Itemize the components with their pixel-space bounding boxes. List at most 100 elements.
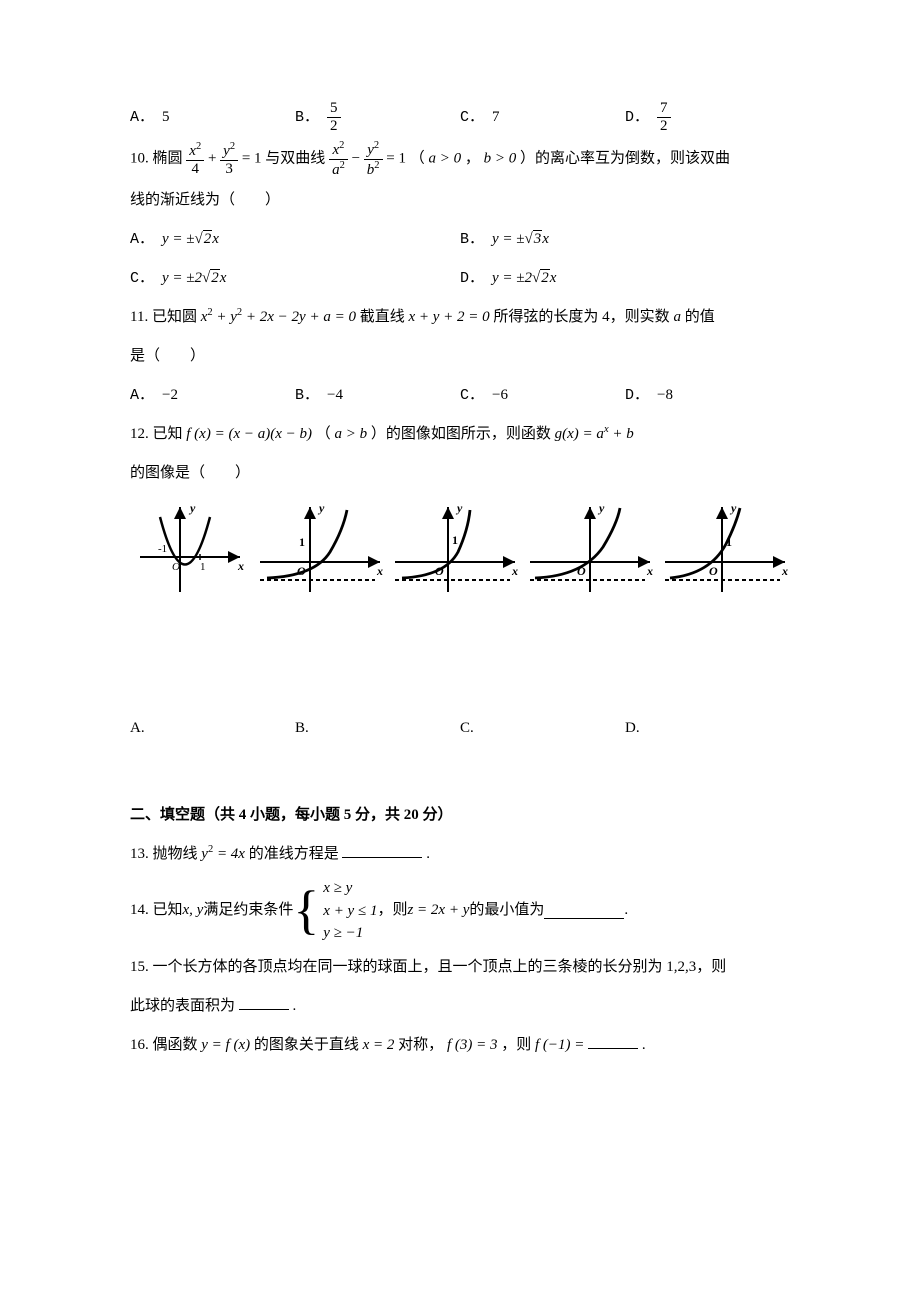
q10-stem-tail: 线的渐近线为（ ） (130, 184, 790, 217)
text: 此球的表面积为 (130, 998, 235, 1014)
text: 10. 椭圆 (130, 150, 183, 166)
svg-text:1: 1 (299, 535, 305, 549)
plus: + (208, 150, 220, 166)
graph-option-b: y x 1 O (390, 502, 520, 602)
equation: x = 2 (363, 1037, 395, 1053)
text: 对称， (398, 1037, 443, 1053)
option-label: C． (460, 379, 484, 412)
q10-option-c: C． y = ±22x (130, 262, 460, 295)
equation: x + y + 2 = 0 (408, 309, 489, 325)
option-label: A． (130, 101, 154, 134)
q13: 13. 抛物线 y2 = 4x 的准线方程是 . (130, 838, 790, 871)
period: . (642, 1037, 646, 1053)
q11-stem-tail: 是（ ） (130, 340, 790, 373)
q12-label-d: D. (625, 712, 790, 745)
period: . (624, 894, 628, 927)
option-value: −6 (492, 379, 508, 412)
fraction: 7 2 (657, 100, 671, 134)
text: ）的离心率互为倒数，则该双曲 (520, 150, 730, 166)
cond: a > b (335, 426, 368, 442)
option-label: D． (625, 101, 649, 134)
q12-label-a: A. (130, 712, 295, 745)
option-label: B． (295, 379, 319, 412)
option-value: y = ±22x (492, 262, 556, 295)
equation: f (x) = (x − a)(x − b) (186, 426, 312, 442)
q10-options-row1: A． y = ±2x B． y = ±3x (130, 223, 790, 256)
fill-blank (544, 903, 624, 919)
eq: = 1 (386, 150, 409, 166)
option-value: −8 (657, 379, 673, 412)
text: 满足约束条件 (203, 894, 293, 927)
text: 截直线 (360, 309, 405, 325)
q12-graphs: y x -1 1 O y x 1 O y x 1 O (130, 502, 790, 602)
q14: 14. 已知 x, y 满足约束条件 { x ≥ y x + y ≤ 1 y ≥… (130, 877, 790, 945)
brace-system: { x ≥ y x + y ≤ 1 y ≥ −1 (293, 877, 377, 945)
svg-text:O: O (172, 561, 180, 573)
option-value: y = ±2x (162, 223, 219, 256)
q9-option-c: C． 7 (460, 100, 625, 134)
text: ，则 (377, 894, 407, 927)
q9-option-d: D． 7 2 (625, 100, 790, 134)
svg-text:y: y (597, 502, 605, 515)
svg-text:1: 1 (200, 561, 206, 573)
q9-option-a: A． 5 (130, 100, 295, 134)
q12-label-c: C. (460, 712, 625, 745)
cond: b > 0 (484, 150, 517, 166)
option-value: 5 (162, 101, 170, 134)
option-label: D． (460, 262, 484, 295)
fraction: y2 3 (220, 141, 238, 177)
text: 的准线方程是 (249, 846, 339, 862)
var: a (673, 309, 681, 325)
svg-text:-1: -1 (158, 543, 167, 555)
graph-option-a: y x 1 O (255, 502, 385, 602)
option-label: C． (130, 262, 154, 295)
q10-option-a: A． y = ±2x (130, 223, 460, 256)
fraction: x2 a2 (329, 140, 348, 178)
svg-text:1: 1 (726, 535, 732, 549)
q11-option-a: A． −2 (130, 379, 295, 412)
text: ， (465, 150, 480, 166)
option-value: −2 (162, 379, 178, 412)
option-value: y = ±3x (492, 223, 549, 256)
equation: y = f (x) (201, 1037, 250, 1053)
option-label: B． (295, 101, 319, 134)
svg-text:y: y (729, 502, 737, 515)
svg-text:x: x (646, 564, 653, 578)
q16: 16. 偶函数 y = f (x) 的图象关于直线 x = 2 对称， f (3… (130, 1029, 790, 1062)
svg-text:O: O (709, 564, 718, 578)
svg-text:O: O (435, 564, 444, 578)
fill-blank (239, 994, 289, 1010)
q11-options: A． −2 B． −4 C． −6 D． −8 (130, 379, 790, 412)
text: 11. 已知圆 (130, 309, 197, 325)
equation: f (3) = 3 (447, 1037, 498, 1053)
q15-line1: 15. 一个长方体的各顶点均在同一球的球面上，且一个顶点上的三条棱的长分别为 1… (130, 951, 790, 984)
option-value: −4 (327, 379, 343, 412)
text: （ (410, 150, 425, 166)
equation: x2 + y2 + 2x − 2y + a = 0 (201, 309, 356, 325)
q9-option-b: B． 5 2 (295, 100, 460, 134)
option-label: A． (130, 223, 154, 256)
svg-text:y: y (188, 502, 196, 515)
text: ，则 (501, 1037, 531, 1053)
equation: f (−1) = (535, 1037, 584, 1053)
q11-option-b: B． −4 (295, 379, 460, 412)
equation: z = 2x + y (407, 894, 469, 927)
q10-option-b: B． y = ±3x (460, 223, 790, 256)
text: 与双曲线 (265, 150, 325, 166)
q11-option-d: D． −8 (625, 379, 790, 412)
q12-option-labels: A. B. C. D. (130, 712, 790, 745)
q12-stem-tail: 的图像是（ ） (130, 457, 790, 490)
graph-option-d: y x 1 O (660, 502, 790, 602)
section2-title: 二、填空题（共 4 小题，每小题 5 分，共 20 分） (130, 799, 790, 832)
option-label: B． (460, 223, 484, 256)
text: 的图象关于直线 (254, 1037, 359, 1053)
text: 12. 已知 (130, 426, 183, 442)
svg-text:x: x (781, 564, 788, 578)
text: 所得弦的长度为 4，则实数 (493, 309, 669, 325)
q11-stem: 11. 已知圆 x2 + y2 + 2x − 2y + a = 0 截直线 x … (130, 301, 790, 334)
svg-text:x: x (376, 564, 383, 578)
text: ）的图像如图所示，则函数 (371, 426, 551, 442)
eq: = 1 (242, 150, 265, 166)
equation: y2 = 4x (201, 846, 245, 862)
option-label: D． (625, 379, 649, 412)
